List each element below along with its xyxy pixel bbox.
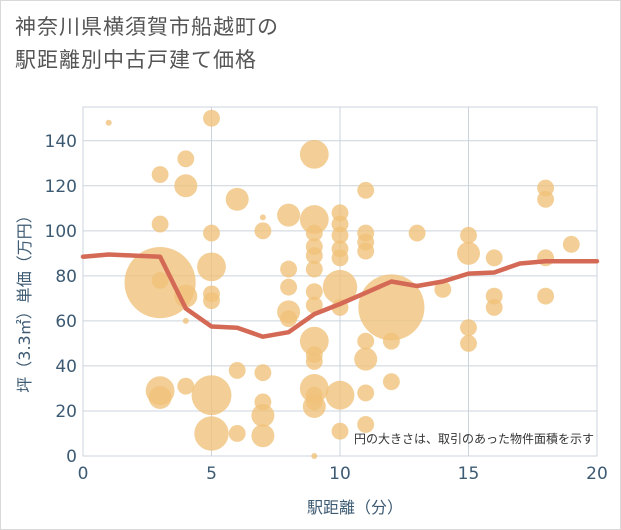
data-bubble [460,334,477,352]
y-tick-label: 100 [45,222,77,242]
data-bubble [299,139,329,169]
data-bubble [460,319,477,337]
data-bubble [305,224,323,242]
data-bubble [277,203,301,227]
data-bubble [331,249,349,267]
y-tick-label: 120 [45,177,77,197]
data-bubble [382,373,400,391]
data-bubble [305,260,323,278]
data-bubble [177,150,195,168]
data-bubble [302,394,326,418]
data-bubble [174,174,198,198]
tick-labels: 0 20 40 60 80 100 120 140 0 5 10 15 20 [45,132,608,484]
data-bubble [299,326,329,356]
data-bubble [151,166,169,183]
y-tick-label: 0 [66,447,77,467]
y-axis-label: 坪（3.3㎡）単価（万円） [15,207,34,392]
average-trend-line [80,252,600,339]
data-bubble [280,260,298,278]
data-bubble [357,181,375,199]
data-bubble [151,271,169,289]
data-bubble [305,283,323,301]
data-bubble [228,361,246,379]
data-bubble [177,377,195,395]
data-bubble [251,424,275,448]
data-bubble [225,187,249,211]
data-bubble [485,249,503,267]
data-bubble [197,252,226,282]
chart-title: 神奈川県横須賀市船越町の 駅距離別中古戸建て価格 [15,11,279,77]
data-bubble [562,235,580,253]
data-bubble [254,222,272,240]
x-tick-label: 5 [206,464,217,484]
y-tick-label: 60 [55,312,77,332]
y-tick-label: 140 [45,132,77,152]
data-bubble [259,214,266,221]
bubble-layer [105,109,580,459]
y-tick-label: 20 [55,402,77,422]
data-bubble [203,109,220,127]
data-bubble [354,347,378,371]
data-bubble [382,332,400,350]
data-bubble [182,317,189,324]
data-bubble [457,241,480,265]
data-bubble [105,119,112,126]
data-bubble [322,269,358,305]
title-line-1: 神奈川県横須賀市船越町の [15,15,279,39]
data-bubble [148,385,172,409]
data-bubble [194,416,229,451]
x-tick-label: 20 [586,464,608,484]
data-bubble [325,380,355,410]
data-bubble [357,384,375,402]
data-bubble [485,298,503,316]
y-tick-label: 80 [55,267,77,287]
trend-layer [80,252,600,339]
x-tick-label: 0 [78,464,89,484]
data-bubble [254,364,272,382]
data-bubble [331,226,349,244]
data-bubble [357,242,375,260]
data-bubble [299,205,329,234]
data-bubble [434,280,452,298]
data-bubble [357,332,375,350]
data-bubble [280,310,298,328]
data-bubble [203,292,220,310]
data-bubble [191,375,232,416]
x-tick-label: 15 [458,464,480,484]
x-tick-label: 10 [329,464,351,484]
data-bubble [151,215,169,233]
data-bubble [203,224,220,242]
x-axis-label: 駅距離（分） [307,498,403,517]
data-bubble [537,190,555,208]
grid-lines [82,106,598,457]
data-bubble [311,453,318,459]
data-bubble [280,278,298,296]
plot-border [82,106,598,457]
data-bubble [251,403,275,427]
data-bubble [357,416,375,433]
size-note: 円の大きさは、取引のあった物件面積を示す [354,431,594,446]
data-bubble [305,352,323,370]
data-bubble [537,287,555,305]
data-bubble [460,226,477,244]
data-bubble [228,425,246,442]
data-bubble [305,296,323,314]
y-tick-label: 40 [55,357,77,377]
data-bubble [305,247,323,265]
data-bubble [408,224,426,242]
data-bubble [331,422,349,440]
title-line-2: 駅距離別中古戸建て価格 [15,48,257,72]
